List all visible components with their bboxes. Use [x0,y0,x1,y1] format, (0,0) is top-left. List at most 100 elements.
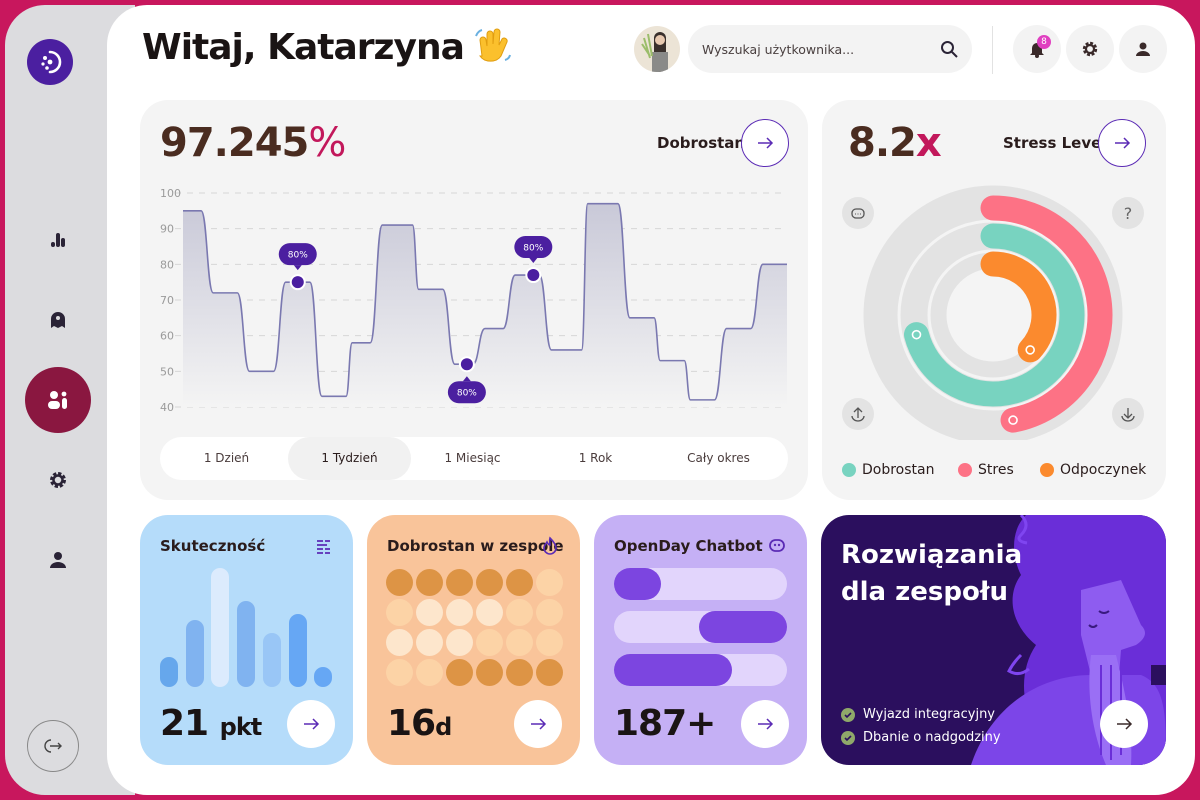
notification-badge: 8 [1037,35,1051,49]
wellbeing-line-chart: 100 90 80 70 60 50 40 80% 80% 80% [160,187,787,414]
team-value: 16 [387,703,436,744]
team-open-button[interactable] [514,700,562,748]
dot-cell [506,629,533,656]
sidebar-item-ghost[interactable] [25,287,91,353]
y-tick-label: 100 [160,187,181,200]
dot-cell [446,599,473,626]
tab-period[interactable]: 1 Miesiąc [444,451,501,465]
legend-dot [958,463,972,477]
legend-dot [842,463,856,477]
gear-icon [1082,41,1098,57]
dot-cell [476,569,503,596]
tab-period[interactable]: Cały okres [687,451,750,465]
ring-end-icon [1008,415,1018,425]
data-point[interactable] [527,269,540,282]
tooltip-tail [529,258,538,264]
stress-card: 8.2x Stress Level ? Dobrostan Stres Odpo… [822,100,1166,500]
chatbot-card: OpenDay Chatbot 187+ [594,515,807,765]
stress-title: Stress Level [1003,134,1107,152]
y-tick-label: 50 [160,365,174,378]
solution-item: Dbanie o nadgodziny [841,726,1001,749]
bar [185,620,204,687]
dot-cell [386,629,413,656]
solutions-title-line2: dla zespołu [841,577,1008,607]
bar [314,666,333,687]
chatbot-open-button[interactable] [741,700,789,748]
settings-button[interactable] [1066,25,1114,73]
dot-cell [536,659,563,686]
data-label: 80% [288,251,308,261]
team-unit: d [435,713,452,741]
user-icon [1136,42,1150,56]
arrow-right-icon [1115,137,1131,149]
solutions-open-button[interactable] [1100,700,1148,748]
tooltip-bubble [514,236,553,259]
bar [211,568,230,687]
sidebar-item-settings[interactable] [25,447,91,513]
legend-item-stres: Stres [958,462,1014,478]
dot-cell [386,569,413,596]
download-button[interactable] [1112,398,1144,430]
wellbeing-unit: % [308,120,346,166]
sidebar-item-stats[interactable] [25,207,91,273]
tooltip-bubble [447,381,486,404]
bar-track [614,568,787,600]
dot-cell [416,599,443,626]
gear-icon [50,472,66,488]
logout-button[interactable] [27,720,79,772]
arrow-right-icon [531,718,547,730]
legend-item-dobrostan: Dobrostan [842,462,934,478]
data-point[interactable] [291,276,304,289]
bar-fill [614,568,661,600]
arrow-right-icon [304,718,320,730]
dot-cell [536,569,563,596]
waving-hand-icon [474,28,511,62]
data-label: 80% [457,389,477,399]
chatbot-button[interactable] [842,197,874,229]
help-button[interactable]: ? [1112,197,1144,229]
legend-item-odpoczynek: Odpoczynek [1040,462,1146,478]
bar [160,657,178,687]
ring-arc-stres[interactable] [980,195,1113,433]
ghost-icon [51,312,65,328]
dot-cell [506,659,533,686]
app-logo[interactable] [27,39,73,85]
header-divider [992,26,993,74]
wellbeing-open-button[interactable] [741,119,789,167]
dot-cell [446,629,473,656]
notifications-button[interactable]: 8 [1013,25,1061,73]
stress-unit: x [915,120,942,166]
dot-cell [386,599,413,626]
y-tick-label: 70 [160,294,174,307]
bar [288,614,307,687]
search-input[interactable]: Wyszukaj użytkownika... [688,25,972,73]
bar-fill [698,611,787,643]
data-point[interactable] [460,358,473,371]
ring-separator [927,249,1059,381]
dot-cell [416,569,443,596]
effectiveness-unit: pkt [219,713,263,741]
effectiveness-open-button[interactable] [287,700,335,748]
profile-button[interactable] [1119,25,1167,73]
arrow-right-icon [758,137,774,149]
search-icon[interactable] [940,40,958,58]
wellbeing-title: Dobrostan [657,134,746,152]
robot-face-icon [769,539,785,552]
upload-button[interactable] [842,398,874,430]
dot-cell [536,629,563,656]
data-label: 80% [523,244,543,254]
dot-cell [476,629,503,656]
avatar[interactable] [634,26,680,72]
tab-period[interactable]: 1 Dzień [203,451,250,465]
ring-arc-odpoczynek[interactable] [980,251,1057,363]
dot-cell [386,659,413,686]
chatbot-title: OpenDay Chatbot [614,537,763,555]
arrow-right-icon [758,718,774,730]
stress-open-button[interactable] [1098,119,1146,167]
sidebar-item-team[interactable] [25,367,91,433]
sidebar-item-profile[interactable] [25,527,91,593]
tab-period[interactable]: 1 Tydzień [288,437,411,480]
tab-period[interactable]: 1 Rok [578,451,613,465]
ring-arc-dobrostan[interactable] [903,223,1085,407]
bar [237,601,256,687]
